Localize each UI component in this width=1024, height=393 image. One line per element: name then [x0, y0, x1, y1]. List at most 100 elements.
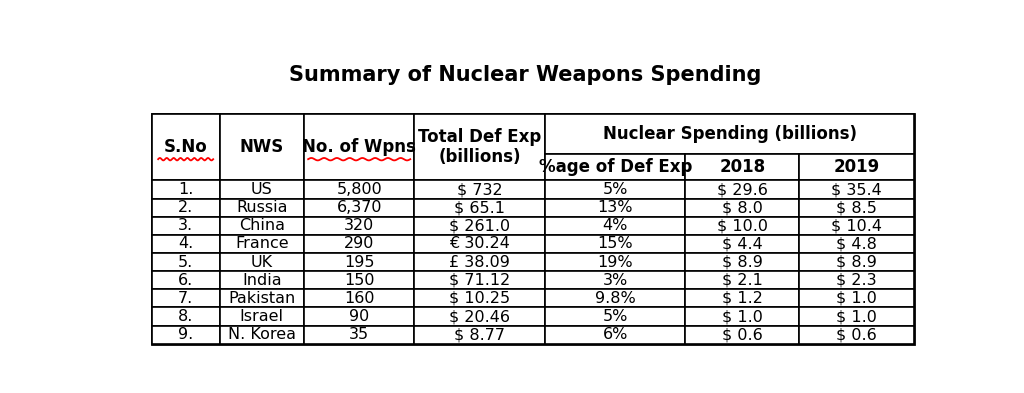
Bar: [304, 180, 415, 198]
Bar: [415, 307, 546, 325]
Bar: [304, 307, 415, 325]
Bar: [219, 253, 304, 271]
Bar: [415, 325, 546, 344]
Bar: [219, 180, 304, 198]
Text: Pakistan: Pakistan: [228, 291, 296, 306]
Bar: [152, 289, 219, 307]
Text: India: India: [242, 273, 282, 288]
Text: 5%: 5%: [602, 182, 628, 197]
Bar: [415, 271, 546, 289]
Text: £ 38.09: £ 38.09: [450, 255, 510, 270]
Text: 15%: 15%: [597, 237, 633, 252]
Text: Summary of Nuclear Weapons Spending: Summary of Nuclear Weapons Spending: [289, 65, 761, 85]
Text: China: China: [239, 218, 285, 233]
Text: 6%: 6%: [602, 327, 628, 342]
Bar: [219, 289, 304, 307]
Bar: [152, 235, 219, 253]
Bar: [546, 307, 685, 325]
Text: $ 10.0: $ 10.0: [717, 218, 768, 233]
Bar: [800, 154, 913, 180]
Bar: [685, 217, 800, 235]
Bar: [800, 180, 913, 198]
Bar: [800, 253, 913, 271]
Text: $ 732: $ 732: [457, 182, 503, 197]
Bar: [152, 271, 219, 289]
Text: $ 0.6: $ 0.6: [837, 327, 877, 342]
Bar: [415, 235, 546, 253]
Text: $ 1.0: $ 1.0: [836, 291, 877, 306]
Text: 2019: 2019: [834, 158, 880, 176]
Text: 9.8%: 9.8%: [595, 291, 636, 306]
Bar: [304, 289, 415, 307]
Bar: [546, 217, 685, 235]
Text: $ 71.12: $ 71.12: [450, 273, 510, 288]
Bar: [415, 180, 546, 198]
Bar: [800, 235, 913, 253]
Text: 150: 150: [344, 273, 375, 288]
Bar: [152, 325, 219, 344]
Text: 3.: 3.: [178, 218, 194, 233]
Text: 5.: 5.: [178, 255, 194, 270]
Bar: [546, 198, 685, 217]
Bar: [219, 235, 304, 253]
Bar: [152, 114, 219, 180]
Bar: [415, 198, 546, 217]
Text: 2.: 2.: [178, 200, 194, 215]
Bar: [152, 253, 219, 271]
Bar: [219, 325, 304, 344]
Bar: [800, 289, 913, 307]
Bar: [415, 289, 546, 307]
Bar: [546, 235, 685, 253]
Bar: [304, 271, 415, 289]
Bar: [152, 307, 219, 325]
Text: 7.: 7.: [178, 291, 194, 306]
Bar: [800, 307, 913, 325]
Text: $ 1.2: $ 1.2: [722, 291, 763, 306]
Text: $ 10.4: $ 10.4: [831, 218, 882, 233]
Bar: [415, 253, 546, 271]
Bar: [685, 307, 800, 325]
Text: $ 261.0: $ 261.0: [450, 218, 510, 233]
Bar: [800, 325, 913, 344]
Text: 19%: 19%: [597, 255, 633, 270]
Text: 8.: 8.: [178, 309, 194, 324]
Bar: [152, 114, 913, 344]
Bar: [304, 325, 415, 344]
Text: NWS: NWS: [240, 138, 284, 156]
Bar: [685, 198, 800, 217]
Bar: [219, 198, 304, 217]
Text: 4%: 4%: [602, 218, 628, 233]
Text: $ 35.4: $ 35.4: [831, 182, 882, 197]
Text: France: France: [236, 237, 289, 252]
Text: US: US: [251, 182, 272, 197]
Text: $ 8.0: $ 8.0: [722, 200, 763, 215]
Text: 160: 160: [344, 291, 375, 306]
Text: 2018: 2018: [719, 158, 765, 176]
Text: $ 4.4: $ 4.4: [722, 237, 763, 252]
Text: No. of Wpns: No. of Wpns: [302, 138, 416, 156]
Bar: [415, 114, 546, 180]
Text: 4.: 4.: [178, 237, 194, 252]
Bar: [546, 114, 913, 154]
Bar: [546, 289, 685, 307]
Bar: [800, 217, 913, 235]
Text: $ 8.9: $ 8.9: [722, 255, 763, 270]
Text: $ 2.1: $ 2.1: [722, 273, 763, 288]
Text: $ 20.46: $ 20.46: [450, 309, 510, 324]
Text: 3%: 3%: [603, 273, 628, 288]
Bar: [685, 235, 800, 253]
Text: 290: 290: [344, 237, 375, 252]
Bar: [219, 307, 304, 325]
Bar: [546, 253, 685, 271]
Text: $ 65.1: $ 65.1: [455, 200, 505, 215]
Bar: [152, 180, 219, 198]
Text: € 30.24: € 30.24: [450, 237, 510, 252]
Bar: [219, 271, 304, 289]
Bar: [685, 180, 800, 198]
Text: Israel: Israel: [240, 309, 284, 324]
Bar: [304, 217, 415, 235]
Text: 6,370: 6,370: [337, 200, 382, 215]
Text: 5,800: 5,800: [336, 182, 382, 197]
Bar: [685, 289, 800, 307]
Text: %age of Def Exp: %age of Def Exp: [539, 158, 692, 176]
